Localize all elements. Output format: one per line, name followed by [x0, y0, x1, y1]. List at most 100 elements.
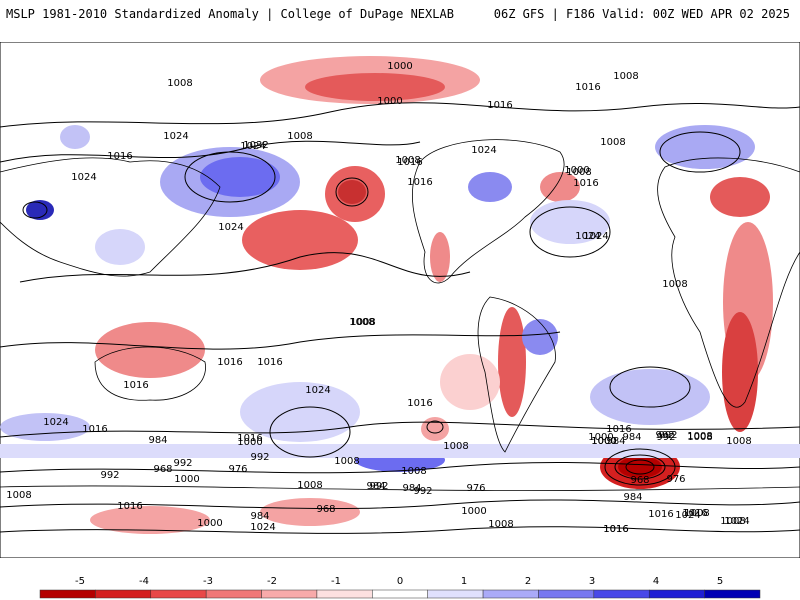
colorbar-swatch — [372, 589, 428, 599]
colorbar-swatch — [150, 589, 207, 599]
isobar-label: 1016 — [573, 178, 598, 189]
isobar-label: 1016 — [648, 509, 673, 520]
isobar-label: 968 — [153, 464, 172, 475]
colorbar-swatch — [261, 589, 318, 599]
colorbar-tick-label: -3 — [203, 576, 213, 587]
isobar-label: 1016 — [603, 524, 628, 535]
isobar-label: 1000 — [591, 436, 616, 447]
isobar-label: 984 — [250, 511, 269, 522]
isobar-label: 1008 — [662, 279, 687, 290]
colorbar-tick-label: 4 — [653, 576, 659, 587]
isobar-label: 1024 — [218, 222, 243, 233]
isobar-label: 1008 — [350, 317, 375, 328]
colorbar-tick-label: 3 — [589, 576, 595, 587]
isobar-label: 984 — [402, 483, 421, 494]
isobar-label: 1016 — [397, 157, 422, 168]
isobar-label: 1016 — [606, 424, 631, 435]
colorbar-swatch — [427, 589, 484, 599]
colorbar-swatch — [482, 589, 539, 599]
isobar-label: 1008 — [401, 466, 426, 477]
isobar-label: 1000 — [591, 436, 616, 447]
isobar-label: 992 — [413, 486, 432, 497]
isobar-label: 1024 — [71, 172, 96, 183]
colorbar-swatch — [39, 589, 96, 599]
isobar-label: 992 — [173, 458, 192, 469]
isobar-label: 992 — [658, 430, 677, 441]
isobar-label: 1016 — [257, 357, 282, 368]
isobar-label: 1016 — [682, 508, 707, 519]
isobar-label: 1024 — [471, 145, 496, 156]
colorbar-tick-label: 5 — [717, 576, 723, 587]
isobar-label: 1008 — [297, 480, 322, 491]
isobar-label: 1008 — [613, 71, 638, 82]
isobar-label: 1016 — [237, 433, 262, 444]
colorbar-swatch — [95, 589, 152, 599]
isobar-label: 1008 — [687, 431, 712, 442]
colorbar-swatch — [538, 589, 595, 599]
isobar-label: 1024 — [250, 522, 275, 533]
anomaly-map: 1000100010081008100810161016101610241024… — [0, 42, 800, 558]
isobar-label: 984 — [366, 481, 385, 492]
isobar-label: 1016 — [407, 398, 432, 409]
isobar-label: 1008 — [167, 78, 192, 89]
isobar-label: 1008 — [6, 490, 31, 501]
isobar-label: 1016 — [123, 380, 148, 391]
isobar-label: 1008 — [395, 155, 420, 166]
isobar-label: 1008 — [443, 441, 468, 452]
isobar-label: 1016 — [603, 524, 628, 535]
isobar-label: 1000 — [174, 474, 199, 485]
isobar-label: 1024 — [724, 516, 749, 527]
colorbar-swatch — [316, 589, 373, 599]
isobar-label: 1016 — [407, 177, 432, 188]
negative-anomaly-areas — [90, 56, 773, 534]
isobar-label: 1016 — [117, 501, 142, 512]
isobar-label: 968 — [316, 504, 335, 515]
colorbar-swatch — [205, 589, 262, 599]
isobar-label: 976 — [228, 464, 247, 475]
colorbar-tick-label: -5 — [75, 576, 85, 587]
colorbar-tick-label: -1 — [331, 576, 341, 587]
isobar-label: 976 — [666, 474, 685, 485]
isobar-label: 1008 — [720, 516, 745, 527]
isobar-label: 1016 — [0, 42, 13, 45]
isobar-labels: 1000100010081008100810161016101610241024… — [0, 42, 752, 535]
isobar-label: 1000 — [387, 61, 412, 72]
isobar-label: 1000 — [461, 506, 486, 517]
isobar-label: 1016 — [487, 100, 512, 111]
isobar-label: 992 — [100, 470, 119, 481]
isobar-label: 1000 — [197, 518, 222, 529]
header-bar: MSLP 1981-2010 Standardized Anomaly | Co… — [0, 0, 800, 30]
isobar-label: 1008 — [287, 131, 312, 142]
isobar-label: 1008 — [600, 137, 625, 148]
isobar-label: 984 — [148, 435, 167, 446]
colorbar: -5 -4 -3 -2 -1 0 1 2 3 4 5 — [39, 576, 761, 599]
isobar-label: 1000 — [237, 437, 262, 448]
isobar-label: 1024 — [575, 231, 600, 242]
colorbar-tick-label: 2 — [525, 576, 531, 587]
model-run-info: 06Z GFS | F186 Valid: 00Z WED APR 02 202… — [493, 7, 790, 21]
isobar-label: 992 — [656, 432, 675, 443]
isobar-label: 1016 — [82, 424, 107, 435]
colorbar-tick-label: -4 — [139, 576, 149, 587]
isobar-label: 984 — [606, 436, 625, 447]
colorbar-tick-label: -2 — [267, 576, 277, 587]
isobar-label: 1024 — [43, 417, 68, 428]
isobar-label: 1000 — [564, 165, 589, 176]
colorbar-swatch — [593, 589, 650, 599]
isobar-label: 1016 — [217, 357, 242, 368]
isobars — [0, 102, 800, 534]
isobar-label: 1008 — [726, 436, 751, 447]
isobar-label: 992 — [655, 430, 674, 441]
isobar-label: 1008 — [488, 519, 513, 530]
isobar-label: 976 — [466, 483, 485, 494]
isobar-label: 1024 — [305, 385, 330, 396]
map-title: MSLP 1981-2010 Standardized Anomaly | Co… — [6, 7, 454, 21]
isobar-label: 1024 — [583, 231, 608, 242]
isobar-label: 1016 — [107, 151, 132, 162]
isobar-label: 984 — [623, 492, 642, 503]
coastlines — [0, 139, 800, 491]
isobar-label: 1008 — [684, 508, 709, 519]
colorbar-swatch — [648, 589, 705, 599]
isobar-label: 1024 — [240, 141, 265, 152]
isobar-label: 1008 — [566, 167, 591, 178]
